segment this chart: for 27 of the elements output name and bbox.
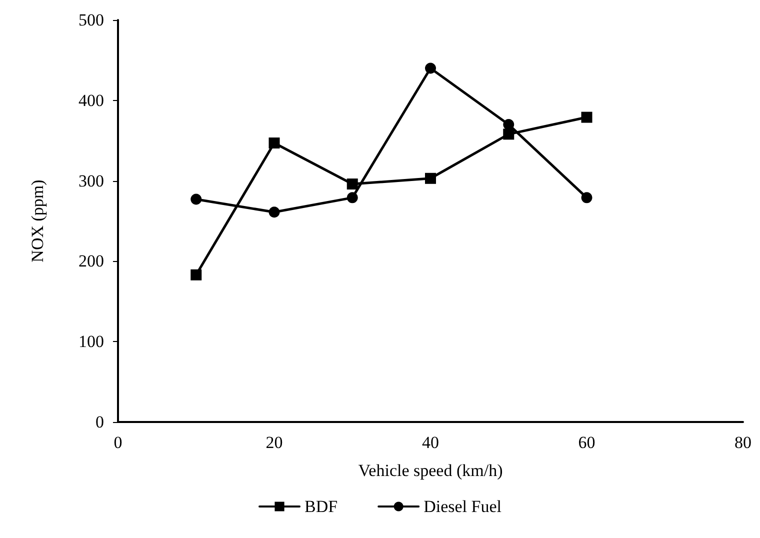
point	[346, 192, 358, 204]
point	[190, 269, 202, 280]
x-tick-label: 80	[734, 433, 752, 452]
x-tick-label: 0	[114, 433, 122, 452]
y-tick-label: 200	[78, 252, 104, 271]
y-tick-label: 100	[78, 332, 104, 352]
y-tick-label: 0	[96, 412, 104, 432]
y-axis-title: NOX (ppm)	[28, 180, 47, 262]
y-tick-label: 400	[78, 90, 104, 110]
point	[425, 62, 436, 74]
x-axis-title: Vehicle speed (km/h)	[358, 461, 503, 480]
point	[346, 178, 358, 190]
y-tick-label: 500	[78, 10, 104, 30]
point	[581, 112, 592, 123]
legend-label: Diesel Fuel	[424, 497, 502, 516]
point	[503, 128, 514, 140]
point	[503, 119, 514, 130]
x-tick-label: 40	[422, 433, 439, 452]
point	[581, 192, 592, 204]
point	[268, 206, 280, 218]
point	[425, 172, 436, 184]
x-tick-label: 60	[578, 433, 596, 452]
y-tick-label: 300	[78, 171, 104, 190]
point	[190, 194, 202, 205]
x-tick-label: 20	[266, 433, 283, 452]
legend-label: BDF	[304, 497, 338, 516]
point	[268, 138, 280, 149]
